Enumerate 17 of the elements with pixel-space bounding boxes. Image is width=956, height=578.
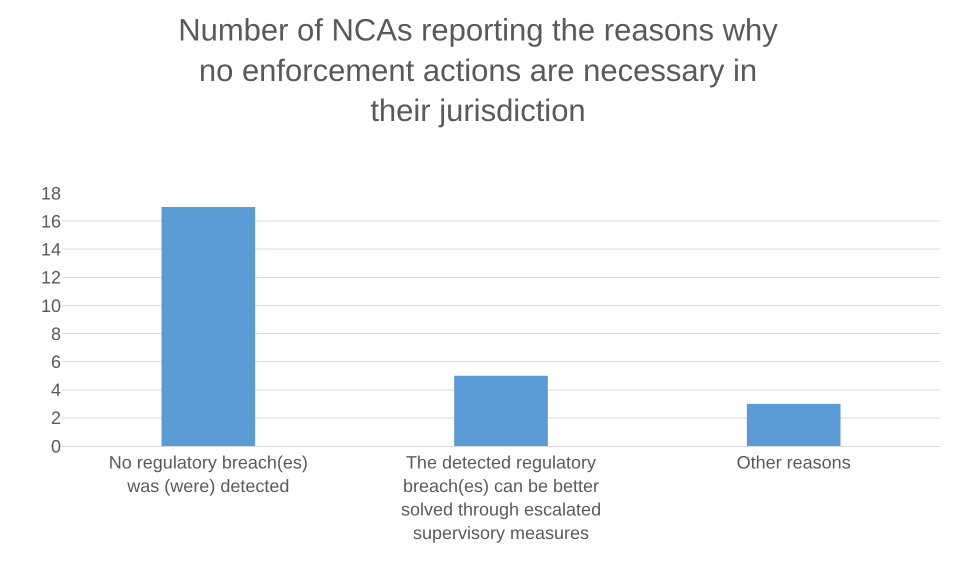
bar — [162, 207, 256, 446]
y-tick-label: 4 — [50, 380, 61, 400]
y-tick-label: 10 — [40, 296, 61, 316]
bar — [454, 376, 548, 446]
y-tick-label: 18 — [40, 183, 61, 204]
y-tick-label: 2 — [50, 408, 61, 428]
y-tick-label: 16 — [40, 211, 61, 232]
chart-title: Number of NCAs reporting the reasons why no enforcement actions are necessary in their jurisdiction — [178, 12, 778, 128]
y-tick-label: 12 — [40, 268, 61, 288]
y-tick-label: 14 — [40, 240, 61, 260]
x-tick-label: Other reasons — [736, 452, 851, 473]
bar — [746, 404, 840, 446]
y-tick-label: 0 — [50, 436, 61, 456]
y-tick-label: 6 — [50, 352, 61, 372]
x-tick-label: The detected regulatory breach(es) can be better solved through escalated supervisory measures — [400, 452, 602, 543]
y-tick-label: 8 — [50, 324, 61, 344]
x-tick-label: No regulatory breach(es) was (were) detected — [108, 452, 308, 496]
